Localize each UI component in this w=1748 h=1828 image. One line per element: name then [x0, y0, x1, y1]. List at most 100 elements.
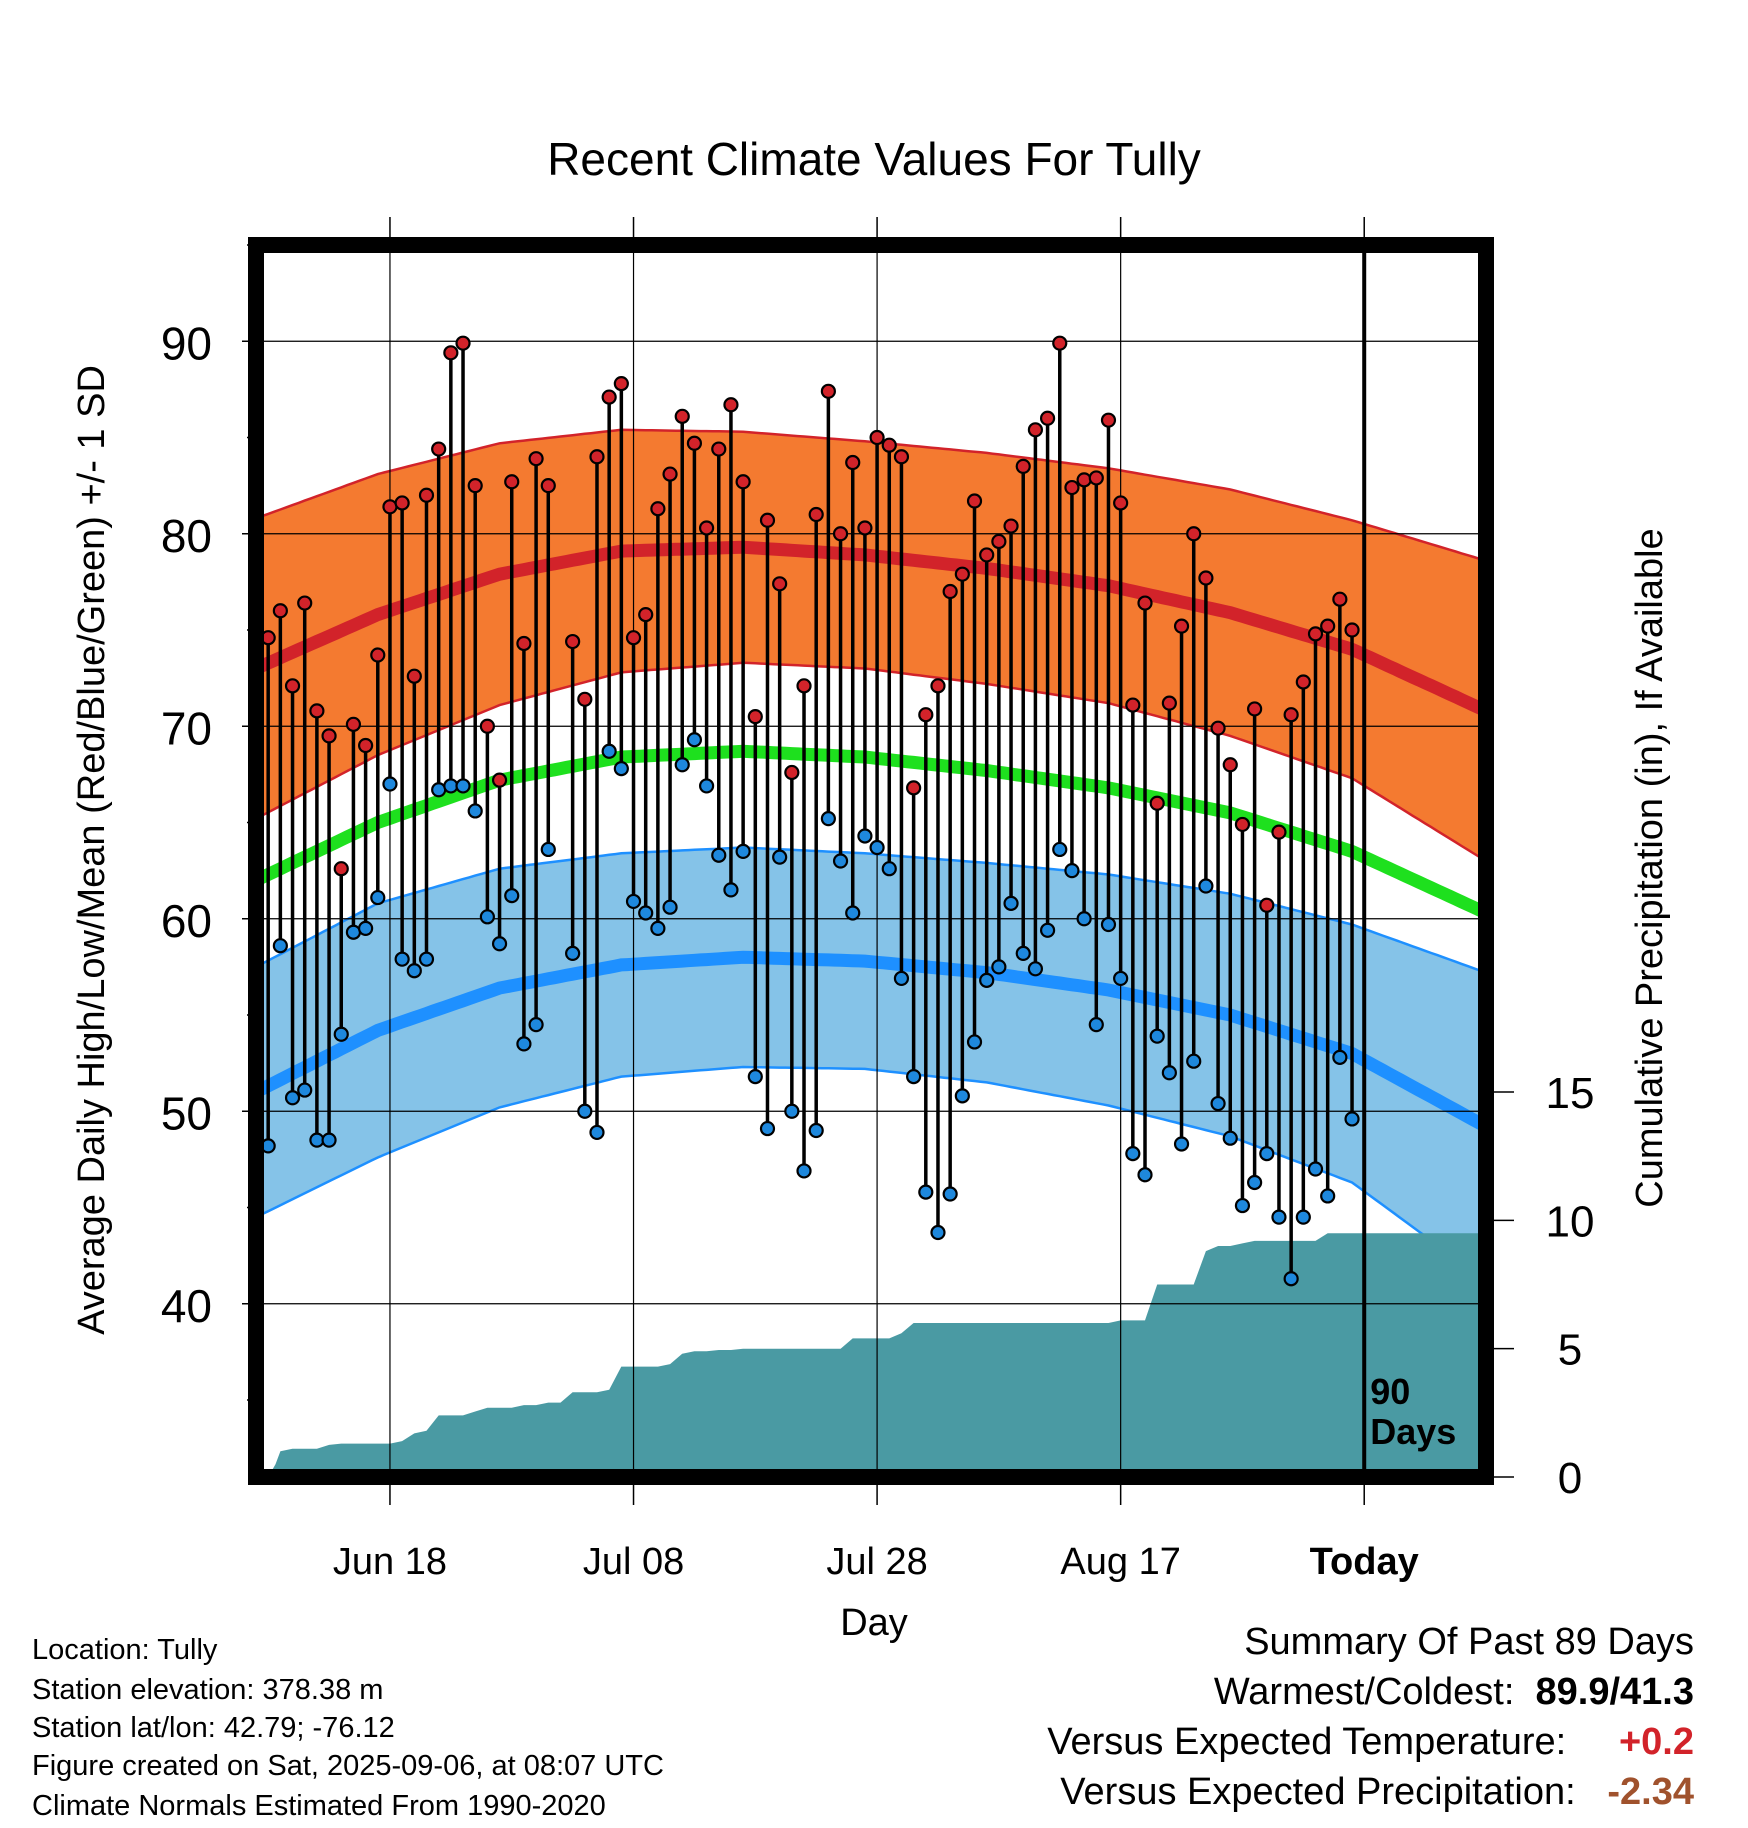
y2-axis-label: Cumulative Precipitation (in), If Availa… [1629, 528, 1671, 1207]
created-text: Figure created on Sat, 2025-09-06, at 08… [32, 1750, 664, 1782]
normals-period-text: Climate Normals Estimated From 1990-2020 [32, 1790, 606, 1822]
high-temp-point [1015, 458, 1031, 474]
low-temp-point [1100, 916, 1117, 933]
low-temp-point [747, 1068, 763, 1085]
high-temp-point [1186, 526, 1202, 542]
y-tick-label: 70 [161, 702, 212, 754]
low-temp-point [613, 760, 629, 777]
low-temp-point [784, 1103, 800, 1119]
high-temp-point [431, 441, 447, 457]
high-temp-point [1125, 697, 1141, 713]
low-temp-point [686, 732, 703, 748]
low-temp-point [1295, 1209, 1311, 1225]
temp-anomaly-value: +0.2 [1618, 1721, 1694, 1763]
x-tick-label: Today [1310, 1541, 1419, 1583]
low-temp-point [1283, 1271, 1299, 1287]
low-temp-point [1234, 1197, 1251, 1214]
high-temp-point [1161, 695, 1177, 711]
low-temp-point [1064, 863, 1080, 879]
low-temp-point [1259, 1145, 1275, 1162]
high-temp-point [613, 376, 629, 392]
high-temp-point [1100, 412, 1117, 428]
low-temp-point [1186, 1053, 1202, 1069]
high-temp-point [467, 478, 483, 494]
low-temp-point [528, 1017, 544, 1033]
low-temp-point [1198, 878, 1214, 894]
low-temp-point [698, 778, 715, 794]
low-temp-point [1271, 1209, 1287, 1225]
low-sd-band [256, 847, 1486, 1281]
high-temp-point [516, 635, 532, 652]
low-temp-point [1344, 1111, 1360, 1127]
high-temp-point [504, 474, 520, 490]
summary-temp-row: Versus Expected Temperature: +0.2 [1047, 1723, 1694, 1761]
low-temp-point [406, 963, 422, 979]
high-temp-point [455, 335, 471, 351]
low-temp-point [345, 924, 362, 940]
high-temp-point [1234, 816, 1251, 833]
high-temp-point [589, 449, 605, 465]
high-temp-point [321, 728, 337, 744]
low-temp-point [1210, 1095, 1226, 1112]
high-temp-point [711, 441, 727, 457]
low-temp-point [431, 782, 447, 798]
low-temp-point [309, 1132, 325, 1148]
high-temp-point [1222, 757, 1238, 773]
chart-title: Recent Climate Values For Tully [547, 133, 1201, 185]
low-temp-point [358, 920, 374, 936]
low-temp-point [979, 972, 995, 988]
low-temp-point [906, 1068, 922, 1085]
plot-frame [248, 237, 1494, 1485]
high-temp-point [370, 647, 386, 663]
x-tick-label: Jul 28 [826, 1541, 927, 1583]
y2-tick-label: 5 [1558, 1326, 1582, 1375]
low-temp-point [284, 1090, 301, 1106]
low-temp-point [1320, 1188, 1336, 1204]
low-temp-point [1015, 945, 1031, 962]
low-temp-point [1076, 911, 1092, 927]
low-temp-point [845, 905, 861, 921]
high-sd-band [256, 429, 1486, 861]
low-temp-point [772, 849, 788, 865]
high-temp-point [918, 707, 934, 723]
low-temp-point [991, 959, 1007, 975]
low-temp-point [1125, 1145, 1141, 1162]
x-tick-label: Jun 18 [333, 1541, 447, 1583]
high-temp-point [479, 718, 495, 734]
low-temp-point [723, 882, 739, 898]
summary-precip-row: Versus Expected Precipitation: -2.34 [1060, 1773, 1694, 1811]
high-temp-point [601, 389, 617, 405]
low-temp-point [1052, 841, 1068, 858]
low-temp-point [857, 828, 873, 844]
low-temp-point [1307, 1161, 1324, 1177]
high-temp-point [638, 606, 654, 623]
high-temp-point [1137, 595, 1153, 611]
warm-cold-value: 89.9/41.3 [1535, 1671, 1694, 1713]
x-axis-label: Day [840, 1602, 908, 1644]
low-temp-point [966, 1034, 983, 1050]
high-temp-point [1295, 674, 1311, 690]
low-temp-point [333, 1026, 349, 1042]
high-temp-point [723, 397, 739, 413]
low-temp-point [662, 899, 678, 915]
x-tick-label: Jul 08 [583, 1541, 684, 1583]
high-temp-point [930, 678, 946, 694]
low-temp-point [443, 778, 459, 794]
y-tick-label: 60 [161, 895, 212, 947]
high-temp-point [820, 383, 836, 399]
high-temp-point [272, 603, 288, 619]
low-temp-point [382, 776, 398, 792]
low-temp-point [1161, 1065, 1177, 1081]
low-temp-point [711, 847, 727, 863]
high-temp-point [1149, 795, 1165, 811]
low-temp-point [516, 1036, 532, 1052]
low-temp-point [796, 1163, 812, 1179]
high-temp-point [394, 495, 410, 511]
low-temp-point [808, 1122, 824, 1139]
high-temp-point [832, 526, 849, 542]
high-temp-point [1027, 422, 1044, 438]
high-temp-point [1076, 472, 1092, 488]
temp-anomaly-label: Versus Expected Temperature: [1047, 1721, 1567, 1763]
